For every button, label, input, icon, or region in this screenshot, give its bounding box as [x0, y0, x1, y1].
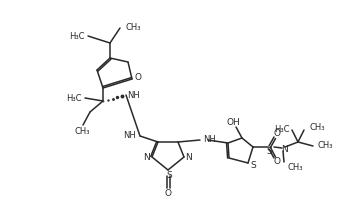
- Text: OH: OH: [226, 117, 240, 126]
- Text: H₃C: H₃C: [66, 94, 82, 103]
- Text: CH₃: CH₃: [126, 22, 142, 31]
- Text: N: N: [144, 153, 150, 162]
- Text: S: S: [166, 171, 172, 180]
- Text: S: S: [266, 147, 272, 156]
- Text: S: S: [250, 162, 256, 171]
- Text: CH₃: CH₃: [287, 162, 302, 171]
- Text: N: N: [185, 153, 192, 162]
- Text: H₃C: H₃C: [70, 31, 85, 40]
- Text: CH₃: CH₃: [309, 122, 324, 131]
- Text: O: O: [165, 189, 172, 198]
- Text: NH: NH: [203, 135, 216, 144]
- Text: N: N: [280, 144, 287, 153]
- Text: H₃C: H₃C: [275, 125, 290, 134]
- Text: O: O: [274, 156, 280, 165]
- Text: O: O: [274, 129, 280, 138]
- Text: NH: NH: [123, 131, 136, 141]
- Text: CH₃: CH₃: [318, 141, 333, 150]
- Text: CH₃: CH₃: [74, 126, 90, 135]
- Text: O: O: [134, 73, 142, 83]
- Text: NH: NH: [127, 91, 140, 100]
